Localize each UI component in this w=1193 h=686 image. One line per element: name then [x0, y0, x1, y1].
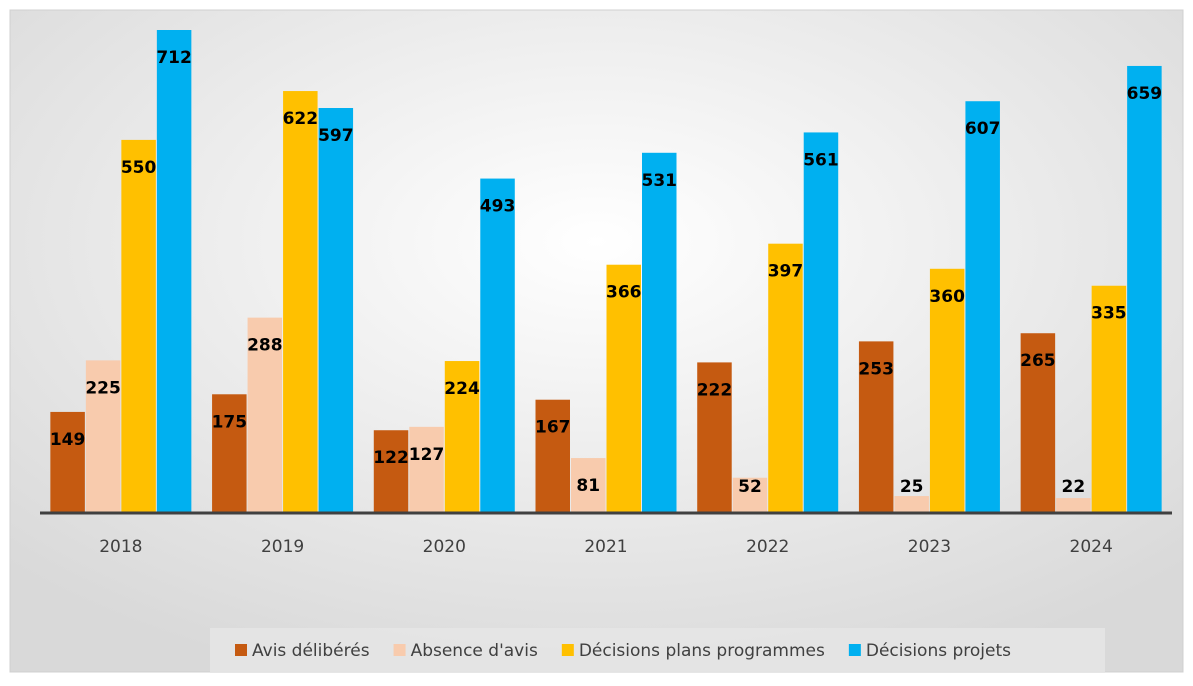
bar — [535, 399, 570, 513]
legend-swatch — [235, 644, 247, 656]
bar — [85, 360, 121, 513]
bar — [409, 426, 444, 513]
data-label: 175 — [212, 412, 248, 432]
bar — [156, 30, 192, 513]
data-label: 622 — [283, 109, 319, 129]
bar — [247, 317, 283, 513]
data-label: 149 — [50, 430, 86, 450]
legend-label: Avis délibérés — [252, 641, 370, 661]
bar — [642, 152, 677, 514]
x-tick-label: 2023 — [908, 537, 951, 557]
data-label: 265 — [1020, 351, 1056, 371]
bar — [373, 430, 409, 513]
bar — [318, 108, 354, 514]
bar — [571, 458, 606, 513]
bar — [697, 362, 732, 513]
bar — [858, 341, 894, 513]
data-label: 597 — [318, 126, 354, 146]
data-label: 659 — [1127, 84, 1163, 104]
data-label: 561 — [803, 150, 839, 170]
data-label: 288 — [247, 336, 283, 356]
data-label: 607 — [965, 119, 1001, 139]
data-label: 335 — [1091, 304, 1127, 324]
data-label: 531 — [642, 171, 678, 191]
data-label: 550 — [121, 158, 157, 178]
bar — [480, 178, 515, 513]
data-label: 253 — [858, 359, 894, 379]
bar — [444, 361, 480, 513]
x-tick-label: 2024 — [1070, 537, 1113, 557]
x-tick-label: 2021 — [584, 537, 627, 557]
legend-swatch — [393, 644, 406, 656]
bar — [121, 139, 156, 514]
legend-box — [210, 628, 1105, 673]
bar — [1020, 333, 1056, 513]
data-label: 122 — [373, 448, 409, 468]
legend-label: Absence d'avis — [411, 641, 538, 661]
data-label: 712 — [156, 48, 192, 68]
x-tick-label: 2022 — [746, 537, 789, 557]
bar — [283, 91, 318, 513]
bar — [803, 132, 839, 513]
data-label: 360 — [929, 287, 965, 307]
data-label: 52 — [738, 477, 762, 497]
x-tick-label: 2020 — [423, 537, 466, 557]
x-tick-label: 2019 — [261, 537, 304, 557]
data-label: 397 — [768, 262, 804, 282]
bar — [1127, 65, 1162, 514]
data-label: 222 — [697, 380, 733, 400]
data-label: 22 — [1062, 477, 1086, 497]
x-tick-label: 2018 — [99, 537, 142, 557]
data-label: 25 — [900, 477, 924, 497]
data-label: 81 — [576, 476, 600, 496]
legend-label: Décisions projets — [866, 641, 1011, 661]
data-label: 167 — [535, 418, 571, 438]
bar — [894, 496, 929, 513]
bar — [929, 268, 965, 513]
legend-swatch — [561, 644, 574, 656]
bar — [965, 101, 1000, 513]
bar — [1091, 285, 1127, 513]
legend-label: Décisions plans programmes — [579, 641, 825, 661]
bar — [1056, 498, 1091, 513]
bar — [606, 264, 641, 513]
data-label: 493 — [480, 197, 516, 217]
legend-swatch — [848, 644, 861, 656]
data-label: 225 — [85, 378, 121, 398]
bar — [212, 394, 247, 513]
bar — [50, 411, 85, 513]
bar — [768, 243, 803, 513]
data-label: 127 — [409, 445, 445, 465]
data-label: 224 — [444, 379, 480, 399]
bar — [732, 477, 768, 513]
data-label: 366 — [606, 283, 642, 303]
